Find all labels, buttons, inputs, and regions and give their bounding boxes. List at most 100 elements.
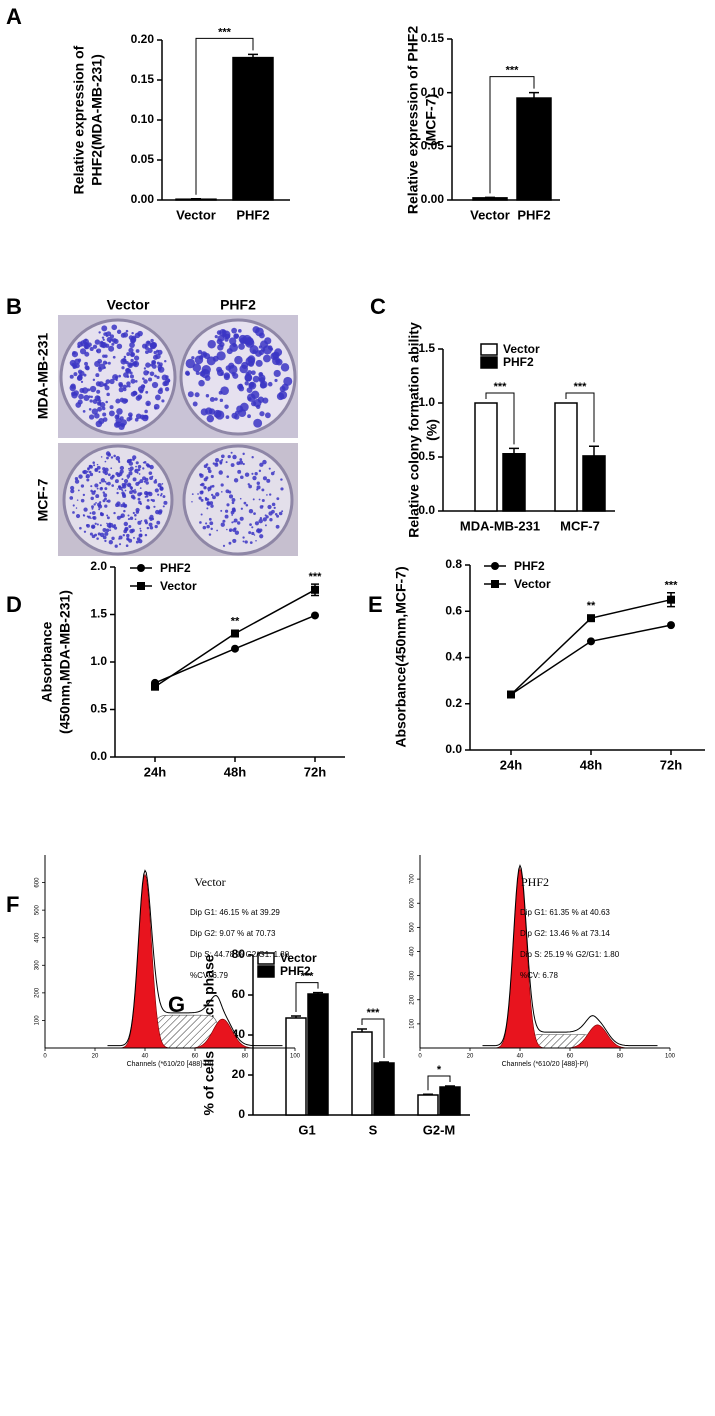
colony bbox=[214, 397, 218, 401]
x-tick-label: MCF-7 bbox=[560, 518, 600, 533]
colony bbox=[129, 374, 134, 379]
colony bbox=[222, 544, 226, 547]
colony bbox=[264, 337, 272, 345]
colony bbox=[267, 381, 273, 387]
colony bbox=[119, 465, 125, 471]
x-tick-label: 0 bbox=[43, 1054, 47, 1060]
colony bbox=[221, 458, 224, 461]
colony bbox=[259, 411, 265, 417]
colony bbox=[156, 375, 160, 380]
colony bbox=[103, 493, 108, 498]
colony bbox=[259, 517, 263, 520]
colony bbox=[118, 374, 122, 378]
colony bbox=[149, 371, 155, 377]
colony bbox=[247, 483, 250, 486]
colony bbox=[151, 364, 157, 369]
colony bbox=[202, 525, 207, 530]
significance-bracket bbox=[361, 1018, 385, 1058]
colony bbox=[135, 465, 137, 468]
colony bbox=[154, 478, 157, 481]
colony bbox=[97, 406, 103, 412]
x-tick-label: 72h bbox=[660, 757, 682, 772]
colony bbox=[262, 517, 267, 522]
x-tick-label: 40 bbox=[517, 1054, 524, 1060]
colony bbox=[273, 506, 276, 509]
colony bbox=[251, 472, 254, 475]
colony bbox=[97, 366, 102, 370]
colony bbox=[145, 390, 149, 394]
significance-label: *** bbox=[494, 381, 508, 393]
colony bbox=[99, 524, 102, 527]
colony bbox=[89, 385, 97, 393]
colony bbox=[99, 532, 105, 538]
colony bbox=[87, 467, 90, 470]
colony bbox=[118, 535, 123, 540]
colony bbox=[253, 418, 263, 428]
colony bbox=[95, 494, 100, 499]
colony bbox=[132, 511, 135, 515]
colony bbox=[145, 400, 151, 407]
colony bbox=[137, 520, 142, 525]
x-tick-label: MDA-MB-231 bbox=[460, 518, 540, 533]
error-bar bbox=[509, 447, 519, 454]
colony bbox=[242, 452, 245, 456]
colony bbox=[89, 532, 93, 536]
colony bbox=[245, 356, 255, 367]
colony bbox=[255, 350, 262, 357]
colony bbox=[248, 484, 252, 489]
colony bbox=[69, 384, 77, 392]
colony bbox=[158, 366, 165, 373]
colony bbox=[245, 503, 249, 507]
histogram-stat: Dip G2: 13.46 % at 73.14 bbox=[520, 929, 610, 938]
colony bbox=[95, 501, 97, 504]
colony bbox=[134, 469, 137, 472]
error-bar bbox=[485, 196, 495, 199]
colony bbox=[142, 461, 145, 464]
colony bbox=[203, 477, 208, 482]
colony bbox=[247, 414, 251, 419]
error-bar bbox=[357, 1028, 367, 1032]
colony bbox=[128, 416, 133, 421]
colony bbox=[96, 463, 99, 466]
bar bbox=[351, 1031, 373, 1116]
y-axis-label: Absorbance(450nm,MCF-7) bbox=[393, 566, 409, 747]
colony bbox=[105, 343, 110, 348]
colony bbox=[143, 490, 149, 496]
colony bbox=[265, 515, 269, 519]
error-bar bbox=[589, 445, 599, 456]
colony bbox=[90, 524, 96, 529]
colony bbox=[149, 342, 157, 350]
colony bbox=[116, 491, 119, 495]
colony bbox=[200, 482, 205, 487]
colony bbox=[230, 510, 235, 515]
colony bbox=[231, 501, 235, 505]
colony bbox=[90, 489, 93, 493]
colony bbox=[127, 477, 129, 480]
colony bbox=[161, 399, 165, 403]
colony bbox=[236, 521, 241, 525]
colony bbox=[233, 478, 239, 483]
colony bbox=[207, 469, 212, 474]
colony bbox=[154, 524, 158, 529]
colony bbox=[139, 492, 143, 496]
colony bbox=[128, 469, 131, 472]
y-axis-label: Relative expression of bbox=[71, 45, 87, 194]
colony bbox=[234, 530, 240, 535]
colony bbox=[220, 491, 223, 493]
colony bbox=[102, 499, 106, 503]
colony bbox=[89, 346, 94, 352]
colony bbox=[219, 460, 223, 464]
colony bbox=[206, 524, 210, 529]
colony bbox=[90, 485, 93, 488]
colony bbox=[252, 326, 260, 334]
bar bbox=[516, 97, 552, 201]
point bbox=[587, 637, 595, 646]
colony bbox=[137, 330, 143, 337]
colony bbox=[228, 362, 235, 369]
colony bbox=[91, 505, 94, 509]
colony bbox=[124, 489, 127, 492]
colony bbox=[85, 476, 88, 478]
colony bbox=[192, 401, 198, 407]
colony bbox=[219, 329, 227, 337]
colony bbox=[106, 331, 112, 337]
